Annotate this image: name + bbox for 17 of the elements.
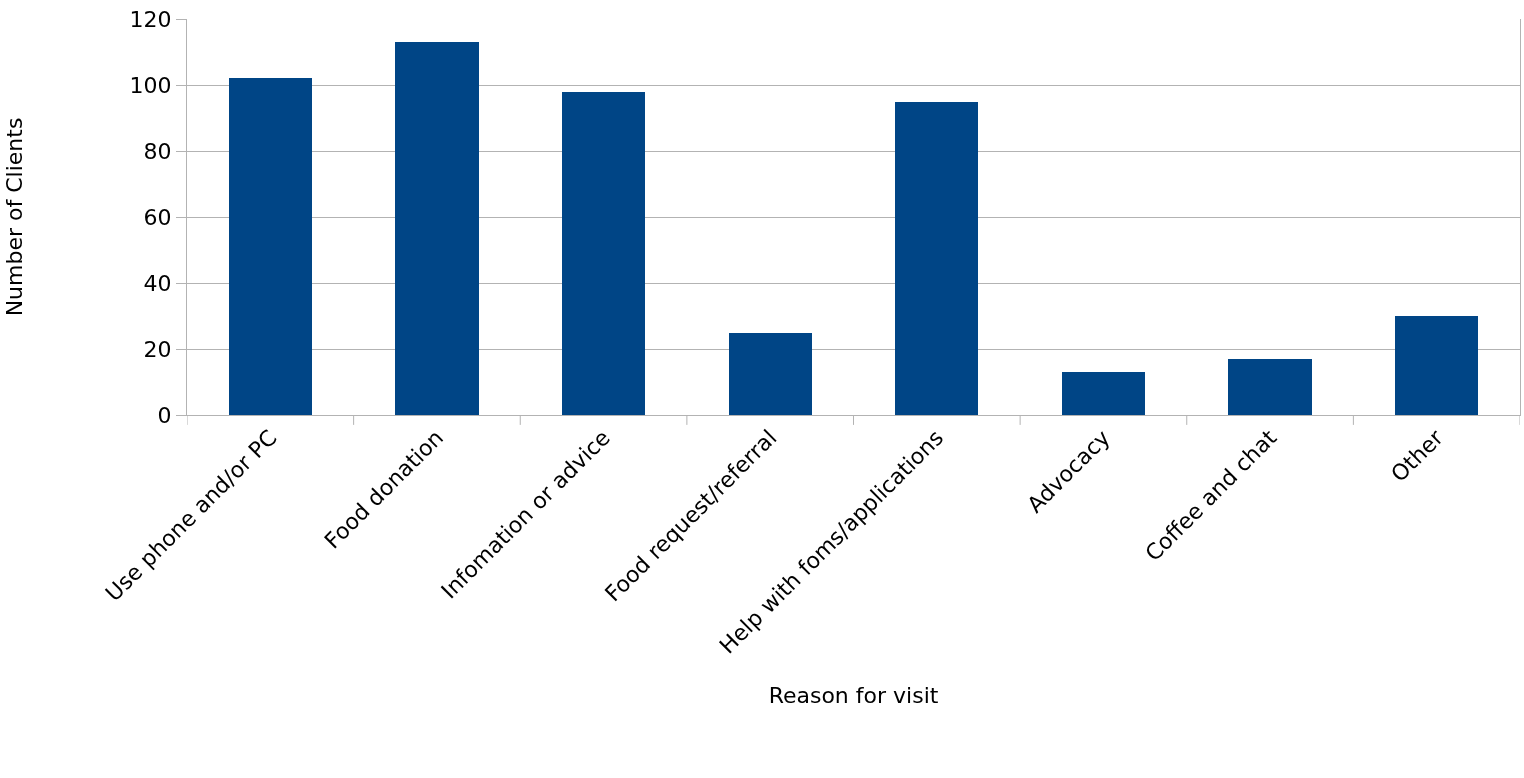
y-tick-label: 20	[143, 336, 172, 362]
bar	[1395, 316, 1478, 415]
bar	[1062, 372, 1145, 415]
x-axis-title: Reason for visit	[768, 683, 939, 709]
bar	[562, 92, 645, 415]
y-tick-label: 60	[143, 204, 172, 230]
y-tick-label: 120	[129, 6, 172, 32]
y-tick-label: 100	[129, 72, 172, 98]
y-axis-title: Number of Clients	[2, 117, 28, 317]
y-tick-label: 0	[157, 402, 172, 428]
bar	[1228, 359, 1312, 415]
bar	[895, 102, 978, 415]
y-tick-label: 40	[143, 270, 172, 296]
bar	[229, 78, 312, 415]
bar	[729, 333, 812, 415]
bar	[395, 42, 479, 415]
y-tick-label: 80	[143, 138, 172, 164]
